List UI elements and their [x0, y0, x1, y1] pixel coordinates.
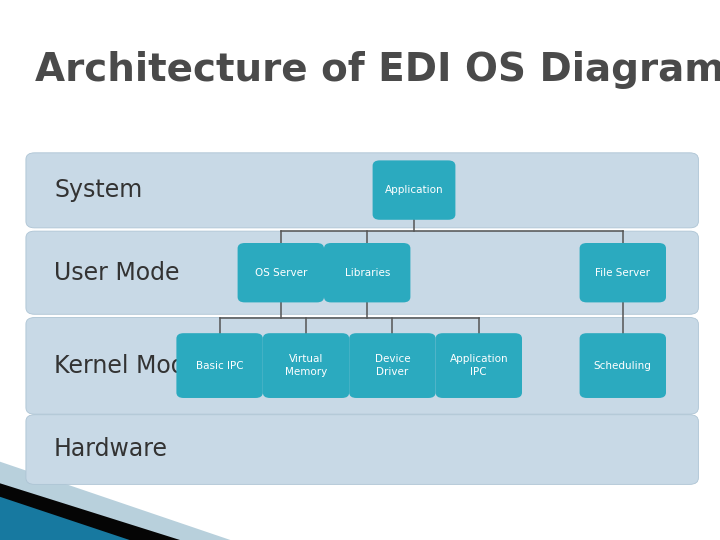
Text: Libraries: Libraries: [344, 268, 390, 278]
Text: Application
IPC: Application IPC: [449, 354, 508, 377]
Text: Virtual
Memory: Virtual Memory: [285, 354, 327, 377]
Polygon shape: [0, 462, 230, 540]
FancyBboxPatch shape: [580, 243, 666, 302]
FancyBboxPatch shape: [436, 333, 522, 398]
FancyBboxPatch shape: [26, 153, 698, 228]
Text: Architecture of EDI OS Diagram: Architecture of EDI OS Diagram: [35, 51, 720, 89]
Text: OS Server: OS Server: [255, 268, 307, 278]
Text: Device
Driver: Device Driver: [374, 354, 410, 377]
Text: System: System: [54, 178, 143, 202]
FancyBboxPatch shape: [176, 333, 263, 398]
FancyBboxPatch shape: [580, 333, 666, 398]
Text: Basic IPC: Basic IPC: [196, 361, 243, 370]
Text: Scheduling: Scheduling: [594, 361, 652, 370]
Text: Hardware: Hardware: [54, 437, 168, 461]
FancyBboxPatch shape: [26, 415, 698, 484]
FancyBboxPatch shape: [349, 333, 436, 398]
Text: File Server: File Server: [595, 268, 650, 278]
FancyBboxPatch shape: [26, 231, 698, 314]
FancyBboxPatch shape: [373, 160, 455, 220]
Text: User Mode: User Mode: [54, 261, 179, 285]
FancyBboxPatch shape: [263, 333, 349, 398]
Polygon shape: [0, 497, 130, 540]
Text: Kernel Mode: Kernel Mode: [54, 354, 200, 377]
FancyBboxPatch shape: [238, 243, 324, 302]
Polygon shape: [0, 483, 180, 540]
Text: Application: Application: [384, 185, 444, 195]
FancyBboxPatch shape: [324, 243, 410, 302]
FancyBboxPatch shape: [26, 318, 698, 414]
